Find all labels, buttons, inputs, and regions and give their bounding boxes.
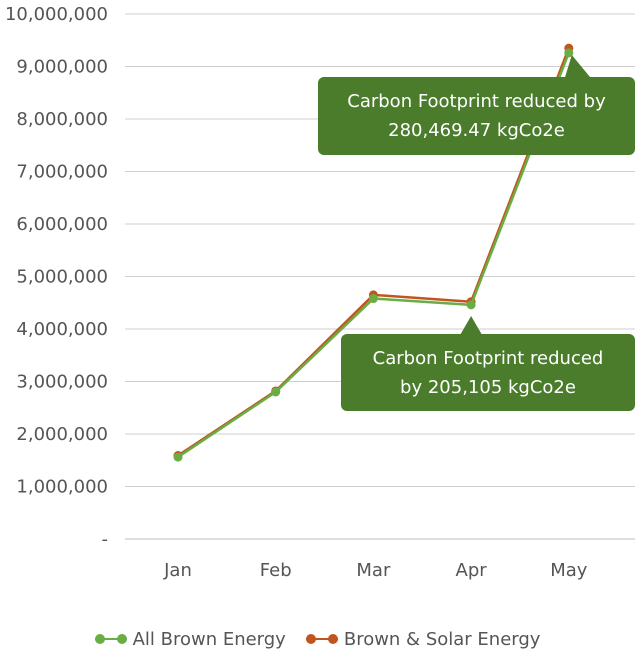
annotation-apr-line2: by 205,105 kgCo2e	[400, 376, 576, 398]
annotation-may-callout: Carbon Footprint reduced by 280,469.47 k…	[318, 77, 635, 155]
y-tick-label: 10,000,000	[5, 4, 108, 25]
y-tick-label: 7,000,000	[16, 162, 108, 183]
data-point-all-brown-energy-apr[interactable]	[466, 300, 476, 310]
annotation-may-line1: Carbon Footprint reduced by	[347, 91, 606, 112]
data-point-all-brown-energy-jan[interactable]	[173, 452, 183, 462]
y-tick-label: 2,000,000	[16, 424, 108, 445]
x-tick-label: Mar	[356, 560, 391, 581]
y-tick-label: 6,000,000	[16, 214, 108, 235]
x-tick-label: Jan	[163, 560, 192, 581]
data-point-all-brown-energy-feb[interactable]	[271, 387, 281, 397]
data-point-all-brown-energy-mar[interactable]	[368, 294, 378, 304]
legend-item-all-brown-energy[interactable]: All Brown Energy	[94, 628, 286, 650]
y-tick-label: 5,000,000	[16, 267, 108, 288]
legend-label-all-brown-energy: All Brown Energy	[132, 628, 286, 650]
grid-lines	[125, 13, 635, 540]
y-tick-label: 3,000,000	[16, 372, 108, 393]
y-tick-label: 9,000,000	[16, 57, 108, 78]
y-tick-label: 4,000,000	[16, 319, 108, 340]
annotation-may-line2: 280,469.47 kgCo2e	[388, 120, 565, 141]
series-all-brown-energy	[173, 48, 574, 462]
data-point-all-brown-energy-may[interactable]	[564, 48, 574, 58]
x-tick-label: May	[550, 560, 588, 581]
y-tick-label: 1,000,000	[16, 477, 108, 498]
legend-marker-brown-solar-energy	[305, 633, 338, 645]
x-axis-tick-labels: Jan Feb Mar Apr May	[163, 560, 588, 581]
annotation-may-pointer	[564, 55, 591, 78]
legend-item-brown-solar-energy[interactable]: Brown & Solar Energy	[305, 628, 541, 650]
y-axis-tick-labels: 10,000,000 9,000,000 8,000,000 7,000,000 6,0…	[5, 4, 108, 550]
x-tick-label: Feb	[260, 560, 292, 581]
chart-legend: All Brown Energy Brown & Solar Energy	[0, 626, 635, 652]
annotation-apr-pointer	[460, 316, 483, 335]
callout-pointers	[460, 55, 591, 335]
legend-marker-all-brown-energy	[94, 633, 127, 645]
series-lines	[173, 43, 574, 462]
y-tick-label: 8,000,000	[16, 109, 108, 130]
legend-label-brown-solar-energy: Brown & Solar Energy	[343, 628, 541, 650]
y-tick-label: -	[102, 529, 109, 550]
annotation-apr-line1: Carbon Footprint reduced	[372, 347, 604, 369]
annotation-apr-callout: Carbon Footprint reduced by 205,105 kgCo…	[341, 334, 635, 411]
x-tick-label: Apr	[456, 560, 488, 581]
